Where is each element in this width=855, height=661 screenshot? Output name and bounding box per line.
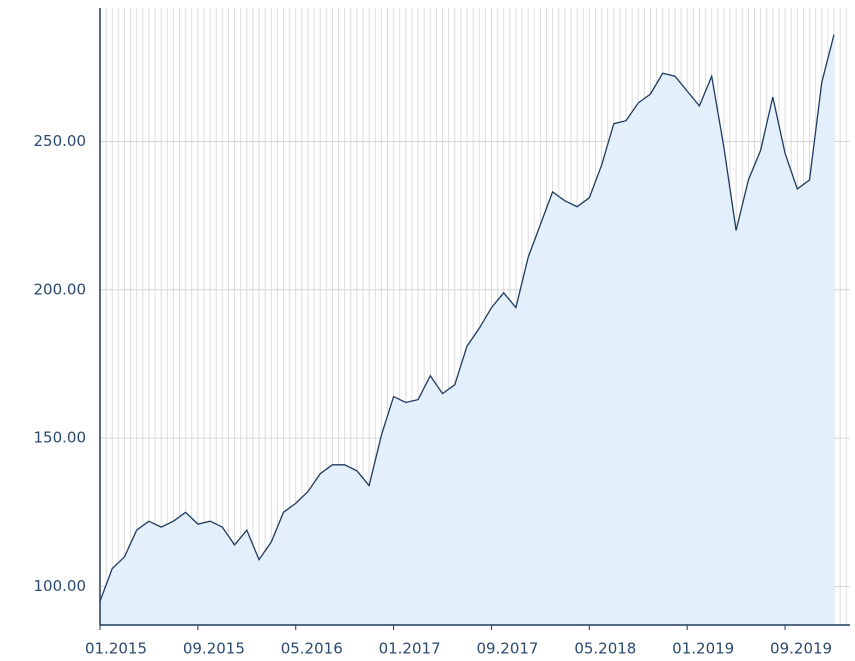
x-tick-label: 01.2015 [85, 640, 147, 658]
x-tick-label: 09.2015 [183, 640, 245, 658]
x-tick-label: 09.2019 [770, 640, 832, 658]
y-tick-label: 100.00 [34, 577, 87, 595]
y-tick-label: 150.00 [34, 429, 87, 447]
x-tick-label: 05.2018 [574, 640, 636, 658]
x-tick-label: 01.2019 [672, 640, 734, 658]
line [99, 34, 835, 602]
x-tick-label: 05.2016 [281, 640, 343, 658]
x-tick-label: 01.2017 [379, 640, 441, 658]
y-tick-label: 200.00 [34, 280, 87, 298]
y-tick-label: 250.00 [34, 132, 87, 150]
area-fill [100, 34, 834, 625]
x-tick-label: 09.2017 [476, 640, 538, 658]
